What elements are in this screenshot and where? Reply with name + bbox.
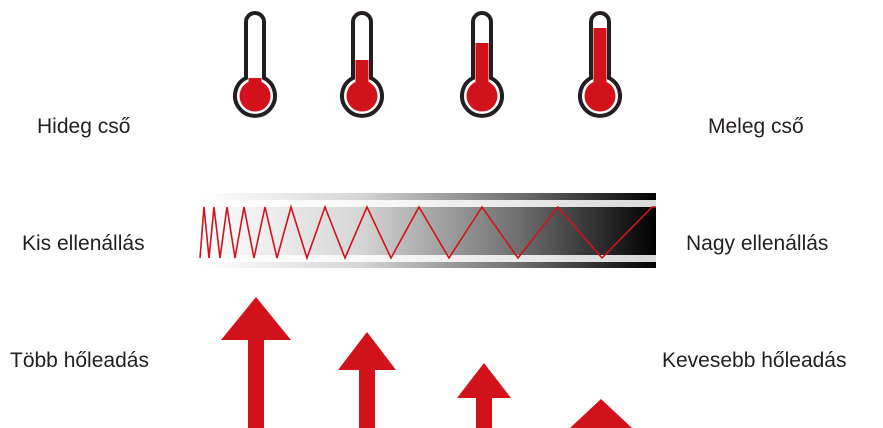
heat-arrow-group xyxy=(221,297,632,428)
more-heat-label: Több hőleadás xyxy=(10,349,149,372)
resistor-bottom-rail xyxy=(200,255,656,262)
warm-pipe-label: Meleg cső xyxy=(708,115,804,138)
arrow-up-icon xyxy=(221,297,291,428)
resistor-coil xyxy=(199,204,656,261)
less-heat-label: Kevesebb hőleadás xyxy=(662,349,847,372)
thermometer-icon xyxy=(233,11,277,118)
arrow-up-icon xyxy=(457,363,511,428)
resistor-bar xyxy=(199,193,656,268)
thermometer-icon xyxy=(340,11,384,118)
resistor-top-rail xyxy=(200,200,656,207)
arrow-up-icon xyxy=(570,399,632,428)
cold-pipe-label: Hideg cső xyxy=(37,115,131,138)
thermometer-group xyxy=(233,11,622,118)
high-resistance-label: Nagy ellenállás xyxy=(686,232,829,255)
low-resistance-label: Kis ellenállás xyxy=(22,232,145,255)
thermometer-icon xyxy=(578,11,622,118)
thermometer-icon xyxy=(460,11,504,118)
arrow-up-icon xyxy=(338,332,396,428)
